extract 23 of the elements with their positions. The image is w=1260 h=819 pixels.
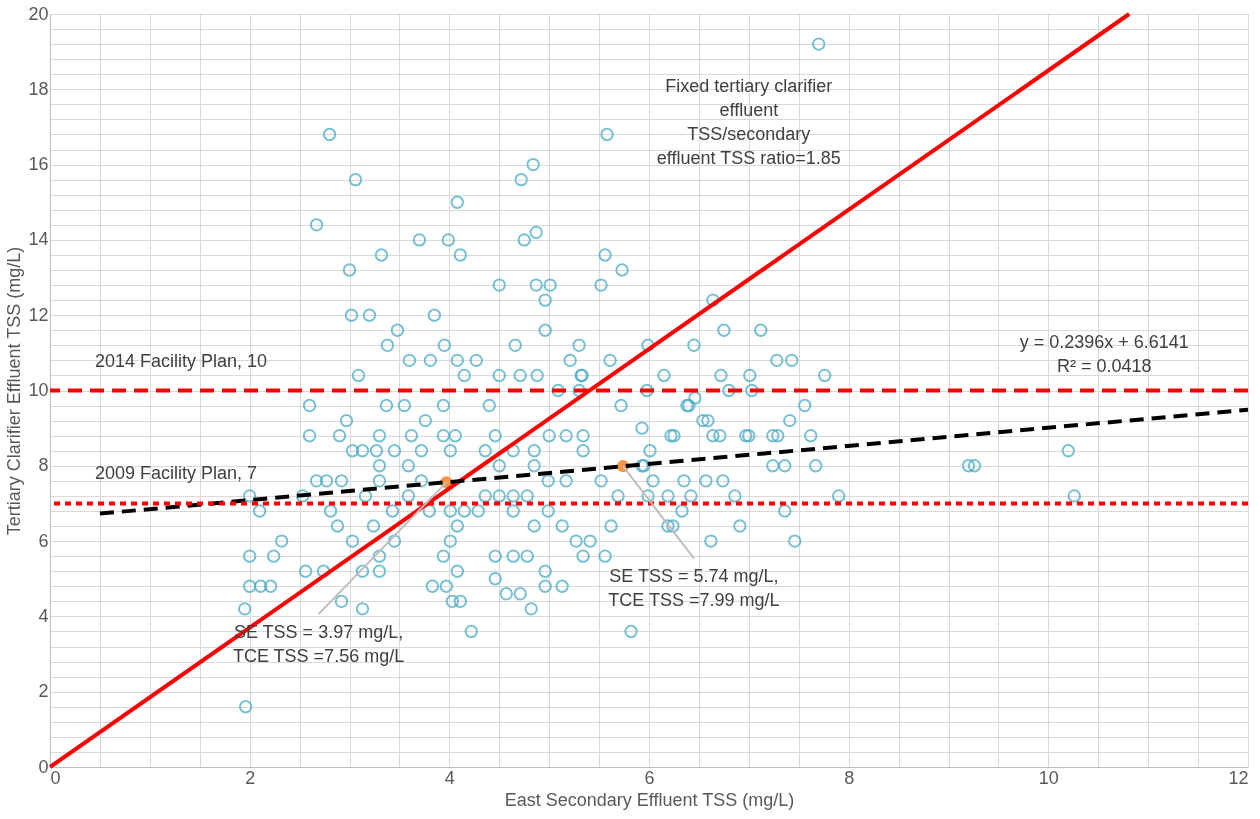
y-tick-label: 2: [38, 681, 49, 702]
y-tick-label: 16: [28, 154, 49, 175]
x-tick-label: 8: [844, 767, 855, 788]
y-tick-label: 8: [38, 455, 49, 476]
x-tick-label: 10: [1038, 767, 1059, 788]
y-tick-label: 6: [38, 530, 49, 551]
x-tick-label: 4: [444, 767, 455, 788]
y-axis-title: Tertiary Clarifier Effluent TSS (mg/L): [4, 246, 25, 536]
y-tick-label: 18: [28, 78, 49, 99]
annotation: y = 0.2396x + 6.6141 R² = 0.0418: [1019, 332, 1189, 377]
annotation: Fixed tertiary clarifier effluent TSS/secondary effluent TSS ratio=1.85: [656, 76, 841, 169]
x-tick-label: 12: [1228, 767, 1249, 788]
ref-line-label: 2009 Facility Plan, 7: [95, 463, 258, 484]
annotation: SE TSS = 5.74 mg/L, TCE TSS =7.99 mg/L: [608, 566, 780, 611]
ref-line-label: 2014 Facility Plan, 10: [95, 350, 268, 371]
y-tick-label: 20: [28, 3, 49, 24]
y-tick-label: 12: [28, 304, 49, 325]
y-tick-label: 10: [28, 380, 49, 400]
y-tick-label: 14: [28, 229, 49, 250]
x-axis-title: East Secondary Effluent TSS (mg/L): [504, 789, 795, 810]
x-tick-label: 6: [644, 767, 655, 788]
x-tick-label: 2: [245, 767, 256, 788]
y-tick-label: 4: [38, 605, 49, 626]
